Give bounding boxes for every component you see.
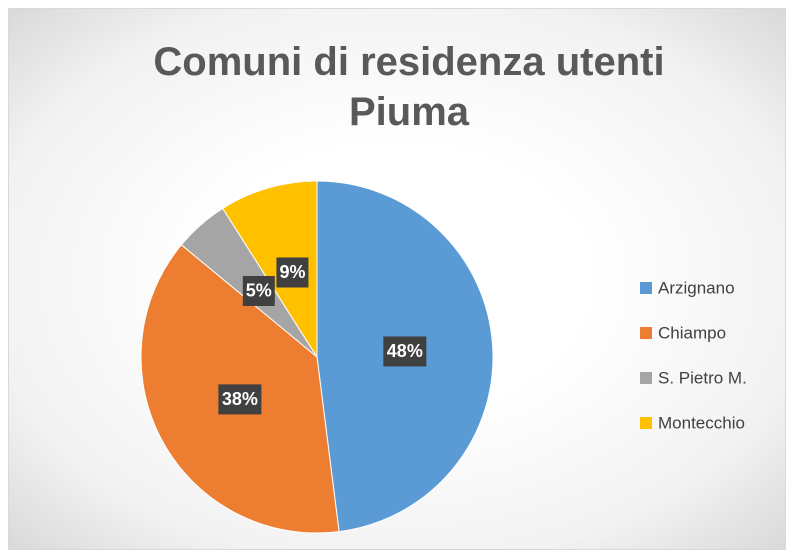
legend-label: S. Pietro M. xyxy=(658,368,747,387)
legend-swatch xyxy=(640,282,652,294)
legend-swatch xyxy=(640,327,652,339)
legend-label: Montecchio xyxy=(658,413,745,432)
legend-swatch xyxy=(640,372,652,384)
data-label: 5% xyxy=(246,281,272,301)
data-label-box xyxy=(276,257,309,288)
data-label: 38% xyxy=(222,389,258,409)
data-label-box xyxy=(218,384,262,415)
legend-label: Chiampo xyxy=(658,323,726,342)
data-label: 9% xyxy=(279,262,305,282)
data-label-box xyxy=(242,275,275,306)
legend-swatch xyxy=(640,417,652,429)
pie-slice xyxy=(222,180,318,359)
data-label-box xyxy=(383,336,427,367)
legend-label: Arzignano xyxy=(658,278,735,297)
data-label: 48% xyxy=(387,341,423,361)
chart-title: Comuni di residenza utenti Piuma xyxy=(153,40,665,134)
